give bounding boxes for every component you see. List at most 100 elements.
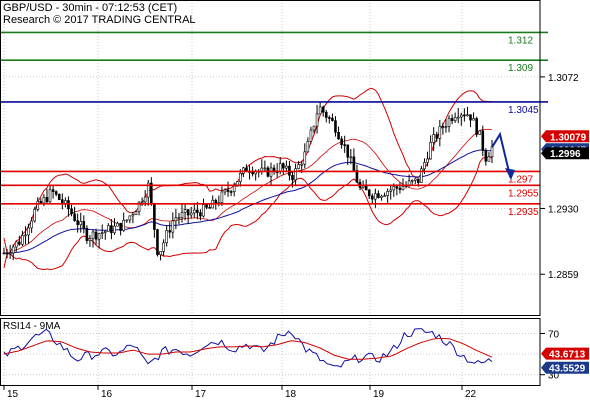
candle-body — [239, 173, 242, 182]
candle-body — [137, 201, 141, 212]
candle-body — [463, 114, 466, 117]
candle-body — [481, 130, 485, 151]
candle-body — [11, 246, 15, 254]
candle-body — [85, 227, 89, 241]
rsi-value-tag — [541, 361, 589, 374]
candle-body — [294, 168, 297, 181]
candle-body — [423, 162, 426, 170]
candle-body — [472, 118, 475, 121]
candle-body — [5, 252, 9, 255]
candle-body — [487, 156, 491, 162]
main-panel-frame — [0, 0, 541, 316]
level-label-support: 1.2955 — [508, 188, 539, 199]
candle-body — [103, 231, 107, 233]
candle-body — [183, 209, 187, 213]
rsi-title: RSI14 - 9MA — [3, 321, 61, 332]
time-tick-label: 19 — [373, 389, 385, 400]
candle-body — [24, 234, 27, 237]
time-tick-label: 17 — [195, 389, 207, 400]
candle-body — [79, 221, 83, 225]
rsi-panel-frame — [0, 318, 541, 386]
candle-body — [21, 235, 24, 245]
candle-body — [205, 204, 208, 208]
candle-body — [324, 111, 328, 118]
candle-body — [180, 212, 184, 218]
candles — [2, 101, 494, 261]
candle-body — [334, 120, 337, 133]
candle-body — [441, 126, 445, 128]
candle-body — [174, 217, 178, 222]
level-label-pivot: 1.3045 — [508, 105, 539, 116]
candle-body — [159, 251, 162, 256]
candle-body — [153, 203, 156, 230]
candle-body — [100, 232, 104, 234]
candle-body — [392, 186, 396, 191]
candle-body — [383, 195, 386, 197]
rsi-tick-label: 70 — [548, 329, 560, 340]
candle-body — [242, 167, 245, 174]
candle-body — [48, 189, 52, 203]
level-label-support: 1.2935 — [508, 207, 539, 218]
candle-body — [97, 233, 101, 240]
candle-body — [171, 220, 175, 233]
candle-body — [67, 200, 70, 210]
bollinger-lower-band — [3, 156, 493, 271]
candle-body — [417, 178, 420, 183]
time-tick-label: 15 — [7, 389, 19, 400]
candle-body — [220, 191, 224, 203]
level-label-resistance: 1.312 — [508, 35, 533, 46]
candle-body — [410, 179, 414, 182]
bollinger-middle-band — [3, 128, 493, 254]
level-label-support: 1.297 — [508, 174, 533, 185]
candle-body — [466, 114, 469, 117]
price-tick-label: 1.3072 — [548, 73, 579, 84]
candle-body — [371, 195, 374, 200]
candle-body — [300, 163, 304, 166]
candle-body — [407, 180, 411, 186]
candle-body — [364, 185, 368, 191]
candle-body — [453, 117, 457, 121]
time-tick-label: 22 — [465, 389, 477, 400]
candle-body — [349, 156, 353, 159]
candle-body — [162, 242, 165, 252]
candle-body — [57, 193, 61, 200]
candle-body — [374, 193, 377, 200]
candle-body — [2, 252, 6, 255]
rsi-value-tag — [541, 347, 589, 360]
price-tick-label: 1.2859 — [548, 270, 579, 281]
candle-body — [340, 138, 343, 145]
candle-body — [297, 164, 300, 169]
rsi-axis: 70 30 43.6713 43.5529 — [540, 318, 590, 385]
candle-body — [460, 114, 463, 118]
time-tick-label: 16 — [101, 389, 113, 400]
candle-body — [70, 208, 73, 215]
candle-body — [189, 212, 193, 216]
candle-body — [113, 225, 116, 234]
price-tick-label: 1.2930 — [548, 204, 579, 215]
candle-body — [82, 221, 86, 229]
candle-body — [223, 189, 227, 193]
candle-body — [107, 225, 110, 232]
candle-body — [331, 117, 334, 121]
candle-body — [303, 151, 307, 165]
rsi-moving-average-line — [3, 338, 493, 360]
forecast-arrow — [491, 131, 515, 181]
candle-body — [177, 217, 181, 219]
candle-body — [42, 197, 46, 204]
candle-body — [110, 225, 113, 234]
time-tick-label: 18 — [285, 389, 297, 400]
candle-body — [54, 191, 58, 195]
candle-body — [73, 213, 76, 221]
candle-body — [367, 189, 371, 197]
candle-body — [134, 211, 138, 216]
candle-body — [91, 231, 95, 240]
candle-body — [447, 118, 451, 127]
candle-body — [291, 175, 294, 181]
rsi-value-tag-label: 43.6713 — [549, 350, 586, 361]
candle-body — [478, 130, 482, 135]
candle-body — [140, 201, 144, 204]
candle-body — [306, 141, 310, 153]
candle-body — [36, 201, 40, 210]
